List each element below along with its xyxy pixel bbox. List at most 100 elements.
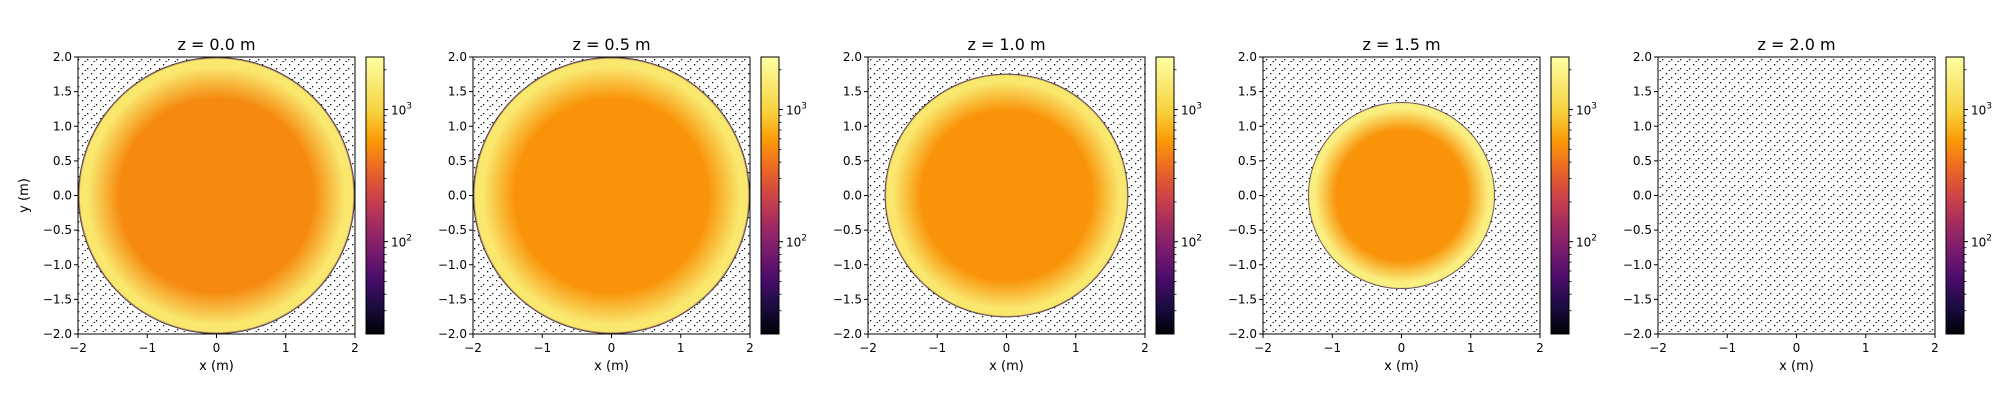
colorbar-gradient: [1155, 56, 1175, 335]
x-axis-label: x (m): [1384, 359, 1419, 374]
colorbar-tick-label: 103: [391, 102, 412, 118]
x-tick-label: −1: [138, 341, 156, 355]
colorbar-tick-label: 103: [786, 102, 807, 118]
panel-title: z = 1.5 m: [1362, 35, 1440, 54]
x-tick-label: 1: [1862, 341, 1870, 355]
colorbar-tick-label: 102: [1181, 234, 1202, 250]
y-tick-label: −2.0: [438, 327, 467, 341]
y-tick-label: −0.5: [833, 223, 862, 237]
y-tick-label: 0.5: [53, 154, 72, 168]
x-tick-label: 0: [1398, 341, 1406, 355]
y-tick-label: −0.5: [1228, 223, 1257, 237]
colorbar-tick-label: 102: [391, 234, 412, 250]
y-tick-label: −2.0: [1623, 327, 1652, 341]
y-tick-label: 1.0: [1633, 119, 1652, 133]
heatmap-panel: z = 0.0 m −2 −1 0 1 2 x (m) 2.0 1.5 1.0 0.5 0.0 −0.5…: [17, 35, 412, 374]
y-tick-label: −0.5: [438, 223, 467, 237]
y-tick-label: 0.0: [843, 189, 862, 203]
y-tick-label: 0.0: [448, 189, 467, 203]
y-axis-label: y (m): [17, 178, 32, 213]
y-tick-label: 1.5: [1238, 85, 1257, 99]
y-tick-label: −1.0: [1228, 258, 1257, 272]
x-tick-label: −2: [1649, 341, 1667, 355]
panel-title: z = 0.0 m: [177, 35, 255, 54]
colorbar-gradient: [760, 56, 780, 335]
y-tick-label: −1.5: [1623, 292, 1652, 306]
y-tick-label: 0.0: [1238, 189, 1257, 203]
y-tick-label: 0.5: [1633, 154, 1652, 168]
heatmap-panel: z = 2.0 m −2 −1 0 1 2 x (m) 2.0 1.5 1.0 0.5 0.0 −0.5…: [1623, 35, 1992, 374]
panel-title: z = 2.0 m: [1757, 35, 1835, 54]
panel-title: z = 1.0 m: [967, 35, 1045, 54]
y-tick-label: −1.5: [833, 292, 862, 306]
y-tick-label: 1.5: [843, 85, 862, 99]
y-tick-label: −1.5: [438, 292, 467, 306]
x-tick-label: 1: [677, 341, 685, 355]
colorbar: 102 103: [365, 56, 412, 335]
x-axis-label: x (m): [594, 359, 629, 374]
x-tick-label: 2: [1931, 341, 1939, 355]
y-tick-label: −1.5: [1228, 292, 1257, 306]
colorbar-gradient: [1945, 56, 1965, 335]
x-tick-label: 1: [1072, 341, 1080, 355]
x-tick-label: 2: [1536, 341, 1544, 355]
y-tick-label: 2.0: [448, 50, 467, 64]
x-tick-label: 0: [1793, 341, 1801, 355]
x-tick-label: −2: [464, 341, 482, 355]
y-tick-label: −1.5: [43, 292, 72, 306]
y-tick-label: 0.5: [1238, 154, 1257, 168]
y-tick-label: 2.0: [843, 50, 862, 64]
x-axis-label: x (m): [199, 359, 234, 374]
x-tick-label: 2: [746, 341, 754, 355]
x-tick-label: −2: [69, 341, 87, 355]
y-tick-label: 1.0: [843, 119, 862, 133]
y-tick-label: 2.0: [1633, 50, 1652, 64]
y-tick-label: 1.5: [1633, 85, 1652, 99]
colorbar-tick-label: 102: [1971, 234, 1992, 250]
x-axis-label: x (m): [989, 359, 1024, 374]
beam-disk: [473, 57, 750, 334]
y-tick-label: 0.5: [843, 154, 862, 168]
beam-disk: [1308, 102, 1495, 289]
x-tick-label: 1: [282, 341, 290, 355]
colorbar: 102 103: [760, 56, 807, 335]
y-tick-label: −0.5: [1623, 223, 1652, 237]
colorbar: 102 103: [1945, 56, 1992, 335]
colorbar-gradient: [1550, 56, 1570, 335]
colorbar-tick-label: 103: [1181, 102, 1202, 118]
y-tick-label: 0.0: [53, 189, 72, 203]
beam-disk: [884, 73, 1129, 318]
heatmap-panel: z = 1.0 m −2 −1 0 1 2 x (m) 2.0 1.5 1.0 0.5 0.0 −0.5…: [833, 35, 1202, 374]
y-tick-label: 1.0: [448, 119, 467, 133]
colorbar-tick-label: 102: [786, 234, 807, 250]
x-tick-label: 0: [608, 341, 616, 355]
colorbar: 102 103: [1155, 56, 1202, 335]
x-tick-label: −1: [928, 341, 946, 355]
y-tick-label: −1.0: [833, 258, 862, 272]
x-axis-label: x (m): [1779, 359, 1814, 374]
y-tick-label: −1.0: [43, 258, 72, 272]
y-tick-label: 1.5: [53, 85, 72, 99]
x-tick-label: 1: [1467, 341, 1475, 355]
colorbar-gradient: [365, 56, 385, 335]
y-tick-label: 1.5: [448, 85, 467, 99]
y-tick-label: −2.0: [43, 327, 72, 341]
heatmap-panel: z = 1.5 m −2 −1 0 1 2 x (m) 2.0 1.5 1.0 0.5 0.0 −0.5…: [1228, 35, 1597, 374]
x-tick-label: −1: [533, 341, 551, 355]
y-tick-label: −2.0: [1228, 327, 1257, 341]
y-tick-label: 0.0: [1633, 189, 1652, 203]
x-tick-label: 2: [1141, 341, 1149, 355]
x-tick-label: 0: [1003, 341, 1011, 355]
x-tick-label: −2: [859, 341, 877, 355]
y-tick-label: −2.0: [833, 327, 862, 341]
colorbar-tick-label: 102: [1576, 234, 1597, 250]
x-tick-label: 0: [213, 341, 221, 355]
y-tick-label: 2.0: [53, 50, 72, 64]
heatmap-panel: z = 0.5 m −2 −1 0 1 2 x (m) 2.0 1.5 1.0 0.5 0.0 −0.5…: [438, 35, 807, 374]
y-tick-label: −1.0: [438, 258, 467, 272]
x-tick-label: −1: [1323, 341, 1341, 355]
empty-bin-hatch: [1658, 57, 1935, 334]
y-tick-label: −0.5: [43, 223, 72, 237]
y-tick-label: 2.0: [1238, 50, 1257, 64]
